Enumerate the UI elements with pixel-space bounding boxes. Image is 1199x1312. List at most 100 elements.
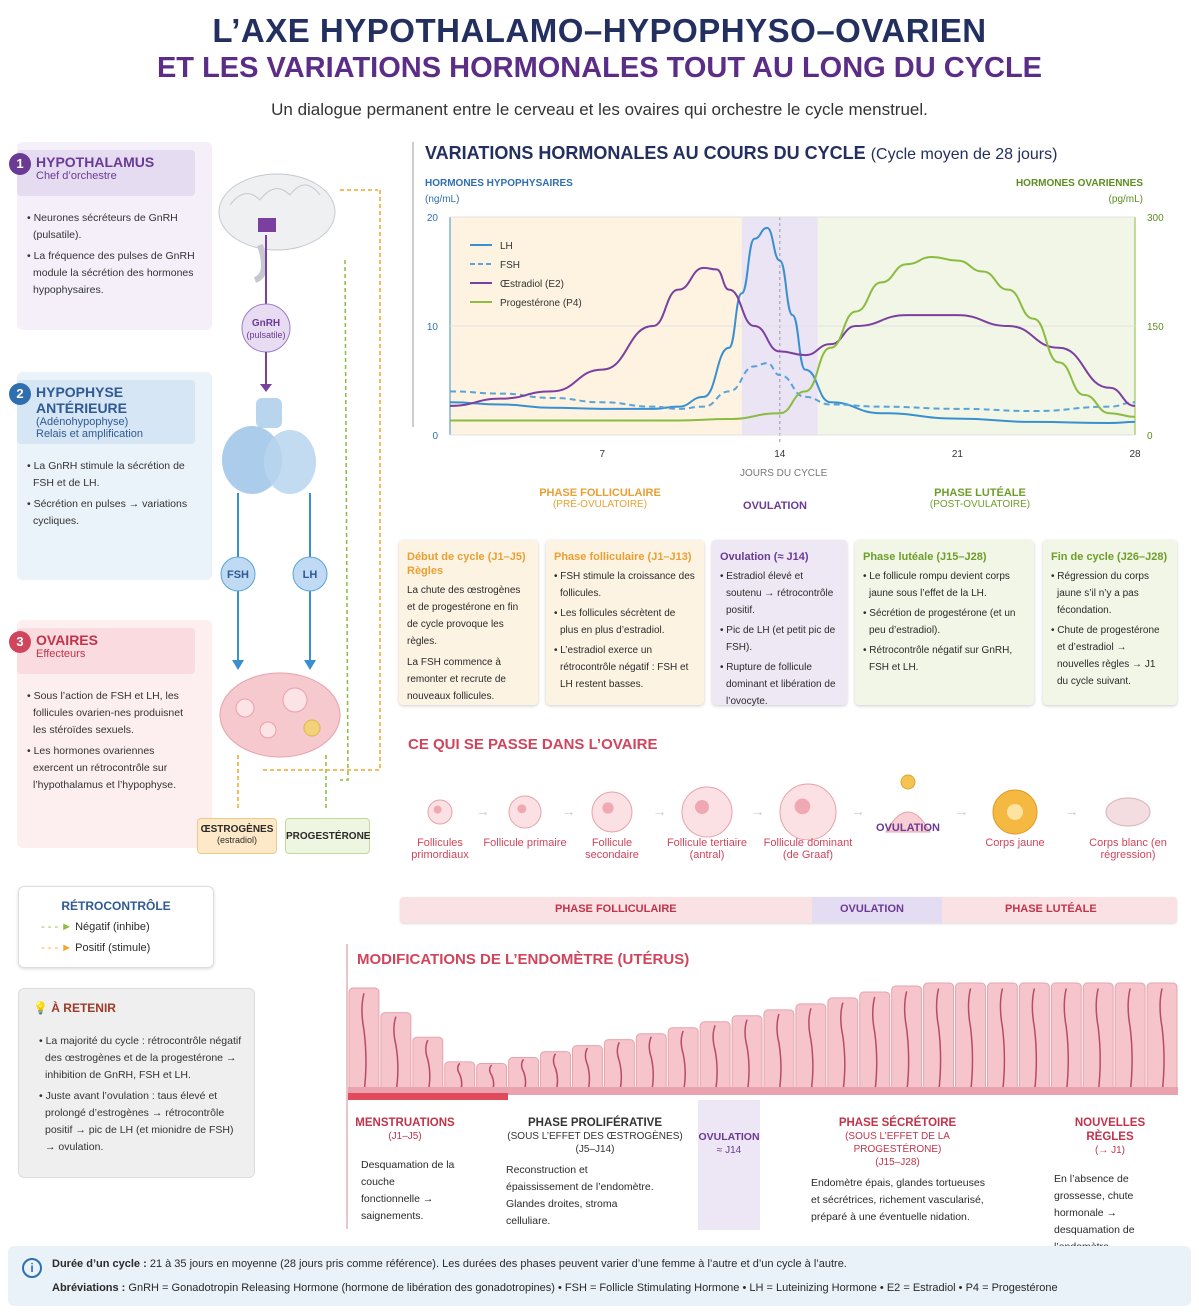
col-sub: (J1–J5)	[388, 1131, 422, 1142]
arrowhead	[232, 660, 244, 670]
endometrium-section-title: MODIFICATIONS DE L’ENDOMÈTRE (UTÉRUS)	[357, 951, 690, 968]
bullet: • La majorité du cycle : rétrocontrôle n…	[39, 1035, 242, 1081]
legend-positive: - - - ► Positif (stimule)	[41, 942, 150, 954]
bullet: • La GnRH stimule la sécrétion de FSH et…	[27, 460, 185, 489]
dashed-arrow-icon: - - - ►	[41, 942, 73, 954]
feedback-legend-title: RÉTROCONTRÔLE	[61, 899, 171, 913]
basal-layer	[348, 1087, 1178, 1095]
hypothalamus-title: HYPOTHALAMUS	[36, 154, 155, 170]
bar-luteal-label: PHASE LUTÉALE	[1005, 903, 1097, 915]
endo-col-proliferative: PHASE PROLIFÉRATIVE (SOUS L’EFFET DES ŒS…	[500, 1116, 690, 1230]
left-axis-unit: (ng/mL)	[425, 194, 460, 205]
estrogens-label: ŒSTROGÈNES	[200, 824, 274, 835]
series-line-lh	[449, 226, 1136, 425]
axis-diagram: GnRH (pulsatile) FSH LH	[218, 173, 381, 810]
phase-ovulation-label: OVULATION	[743, 500, 807, 512]
blood-vessel	[1031, 988, 1038, 1094]
col-title: PHASE PROLIFÉRATIVE	[528, 1117, 662, 1129]
endometrium-fold	[1050, 982, 1082, 1094]
box-text: La chute des œstrogènes et de progestéro…	[407, 585, 521, 647]
phase-sublabel: (PRÉ-OVULATOIRE)	[552, 499, 648, 510]
oocyte-icon	[517, 804, 527, 814]
col-title: MENSTRUATIONS	[355, 1117, 455, 1129]
footer-text: 21 à 35 jours en moyenne (28 jours pris …	[149, 1258, 847, 1270]
follicle-stage-label: Follicules primordiaux	[411, 837, 469, 861]
legend-positive-label: Positif (stimule)	[75, 942, 151, 954]
endometrium-fold	[1114, 982, 1146, 1094]
key-points-card: 💡 À RETENIR • La majorité du cycle : rét…	[18, 988, 255, 1178]
tagline: Un dialogue permanent entre le cerveau e…	[271, 100, 928, 119]
chart-divider	[412, 142, 414, 427]
follicle-stage-label: Follicule tertiaire (antral)	[666, 837, 748, 861]
bullet: • Pic de LH (et petit pic de FSH).	[720, 625, 836, 653]
x-tick: 21	[952, 449, 964, 460]
brain-icon	[218, 173, 336, 283]
arrowhead	[304, 660, 316, 670]
bullet: • Sécrétion en pulses → variations cycli…	[27, 498, 188, 527]
bullet: • L’estradiol exerce un rétrocontrôle né…	[554, 645, 689, 690]
series-line-œstradiol	[449, 266, 1136, 407]
x-axis-label: JOURS DU CYCLE	[740, 468, 828, 479]
bullet: • Juste avant l’ovulation : taus élevé e…	[39, 1090, 234, 1153]
ovary-icon	[219, 672, 341, 758]
section-divider	[346, 944, 348, 1229]
box-title: Ovulation (≈ J14)	[720, 551, 809, 563]
left-axis-title: HORMONES HYPOPHYSAIRES	[425, 178, 573, 189]
ovaires-title: OVAIRES	[36, 632, 98, 648]
arrow-icon: →	[955, 803, 969, 819]
oocyte-icon	[695, 800, 709, 814]
gnrh-label: GnRH	[252, 318, 280, 329]
progesterone-badge: PROGESTÉRONE	[285, 818, 370, 854]
endometrium-fold	[1146, 982, 1178, 1094]
blood-vessel	[744, 1019, 750, 1094]
lh-label: LH	[303, 569, 318, 581]
menstruation-bar	[348, 1093, 508, 1100]
follicle-icon	[508, 795, 542, 829]
footer-line-2: Abréviations : GnRH = Gonadotropin Relea…	[52, 1282, 1058, 1294]
key-points-title-text: À RETENIR	[51, 1001, 116, 1015]
col-sub: (→ J1)	[1095, 1145, 1125, 1156]
box-title: Fin de cycle (J26–J28)	[1051, 551, 1168, 563]
negative-feedback-line	[340, 259, 349, 781]
endometrium-fold	[891, 985, 923, 1094]
fsh-circle	[220, 556, 256, 592]
col-text: En l’absence de grossesse, chute hormona…	[1054, 1173, 1135, 1253]
footer-text: GnRH = Gonadotropin Releasing Hormone (h…	[128, 1282, 1058, 1294]
endometrium-illustration	[348, 982, 1178, 1095]
col-title: PHASE SÉCRÉTOIRE	[838, 1117, 957, 1129]
series-line-fsh	[449, 362, 1136, 413]
endometrium-fold	[986, 982, 1018, 1094]
blood-vessel	[999, 988, 1006, 1094]
x-tick: 7	[599, 449, 605, 460]
phase-box-follicular: Phase folliculaire (J1–J13) • FSH stimul…	[546, 540, 704, 705]
step-badge: 3	[9, 631, 31, 653]
endometrium-fold	[1018, 982, 1050, 1094]
blood-vessel	[712, 1025, 718, 1094]
oocyte-icon	[602, 802, 614, 814]
ovary-section-title: CE QUI SE PASSE DANS L’OVAIRE	[408, 736, 658, 753]
arrow-icon: →	[751, 803, 765, 819]
phase-follicular-label: PHASE FOLLICULAIRE (PRÉ-OVULATOIRE)	[520, 487, 680, 510]
endometrium-fold	[571, 1045, 603, 1094]
follicle-stage-label: Follicule primaire	[483, 837, 567, 849]
x-tick: 28	[1129, 449, 1141, 460]
blood-vessel	[808, 1008, 814, 1094]
arrow-icon: →	[476, 803, 490, 819]
endometrium-fold	[412, 1036, 444, 1094]
endometrium-fold	[603, 1039, 635, 1094]
endometrium-fold	[635, 1033, 667, 1094]
endometrium-fold	[731, 1015, 763, 1094]
oocyte-icon	[794, 798, 811, 815]
box-title: Début de cycle (J1–J5)	[407, 551, 526, 563]
chart-title: VARIATIONS HORMONALES AU COURS DU CYCLE …	[425, 143, 1057, 164]
footer-note: i Durée d’un cycle : 21 à 35 jours en mo…	[8, 1246, 1191, 1306]
step-badge: 2	[9, 383, 31, 405]
gnrh-sublabel: (pulsatile)	[246, 330, 285, 340]
ovulation-band	[812, 897, 942, 923]
follicle-stages-illustration: → → → → → → →	[427, 774, 1151, 840]
hypophyse-title: HYPOPHYSE ANTÉRIEURE	[36, 384, 128, 416]
y-tick-left: 20	[427, 213, 439, 224]
follicle-stage-label: Corps blanc (en régression)	[1089, 837, 1167, 861]
blood-vessel	[903, 991, 910, 1094]
phase-label-text: PHASE LUTÉALE	[934, 487, 1026, 499]
